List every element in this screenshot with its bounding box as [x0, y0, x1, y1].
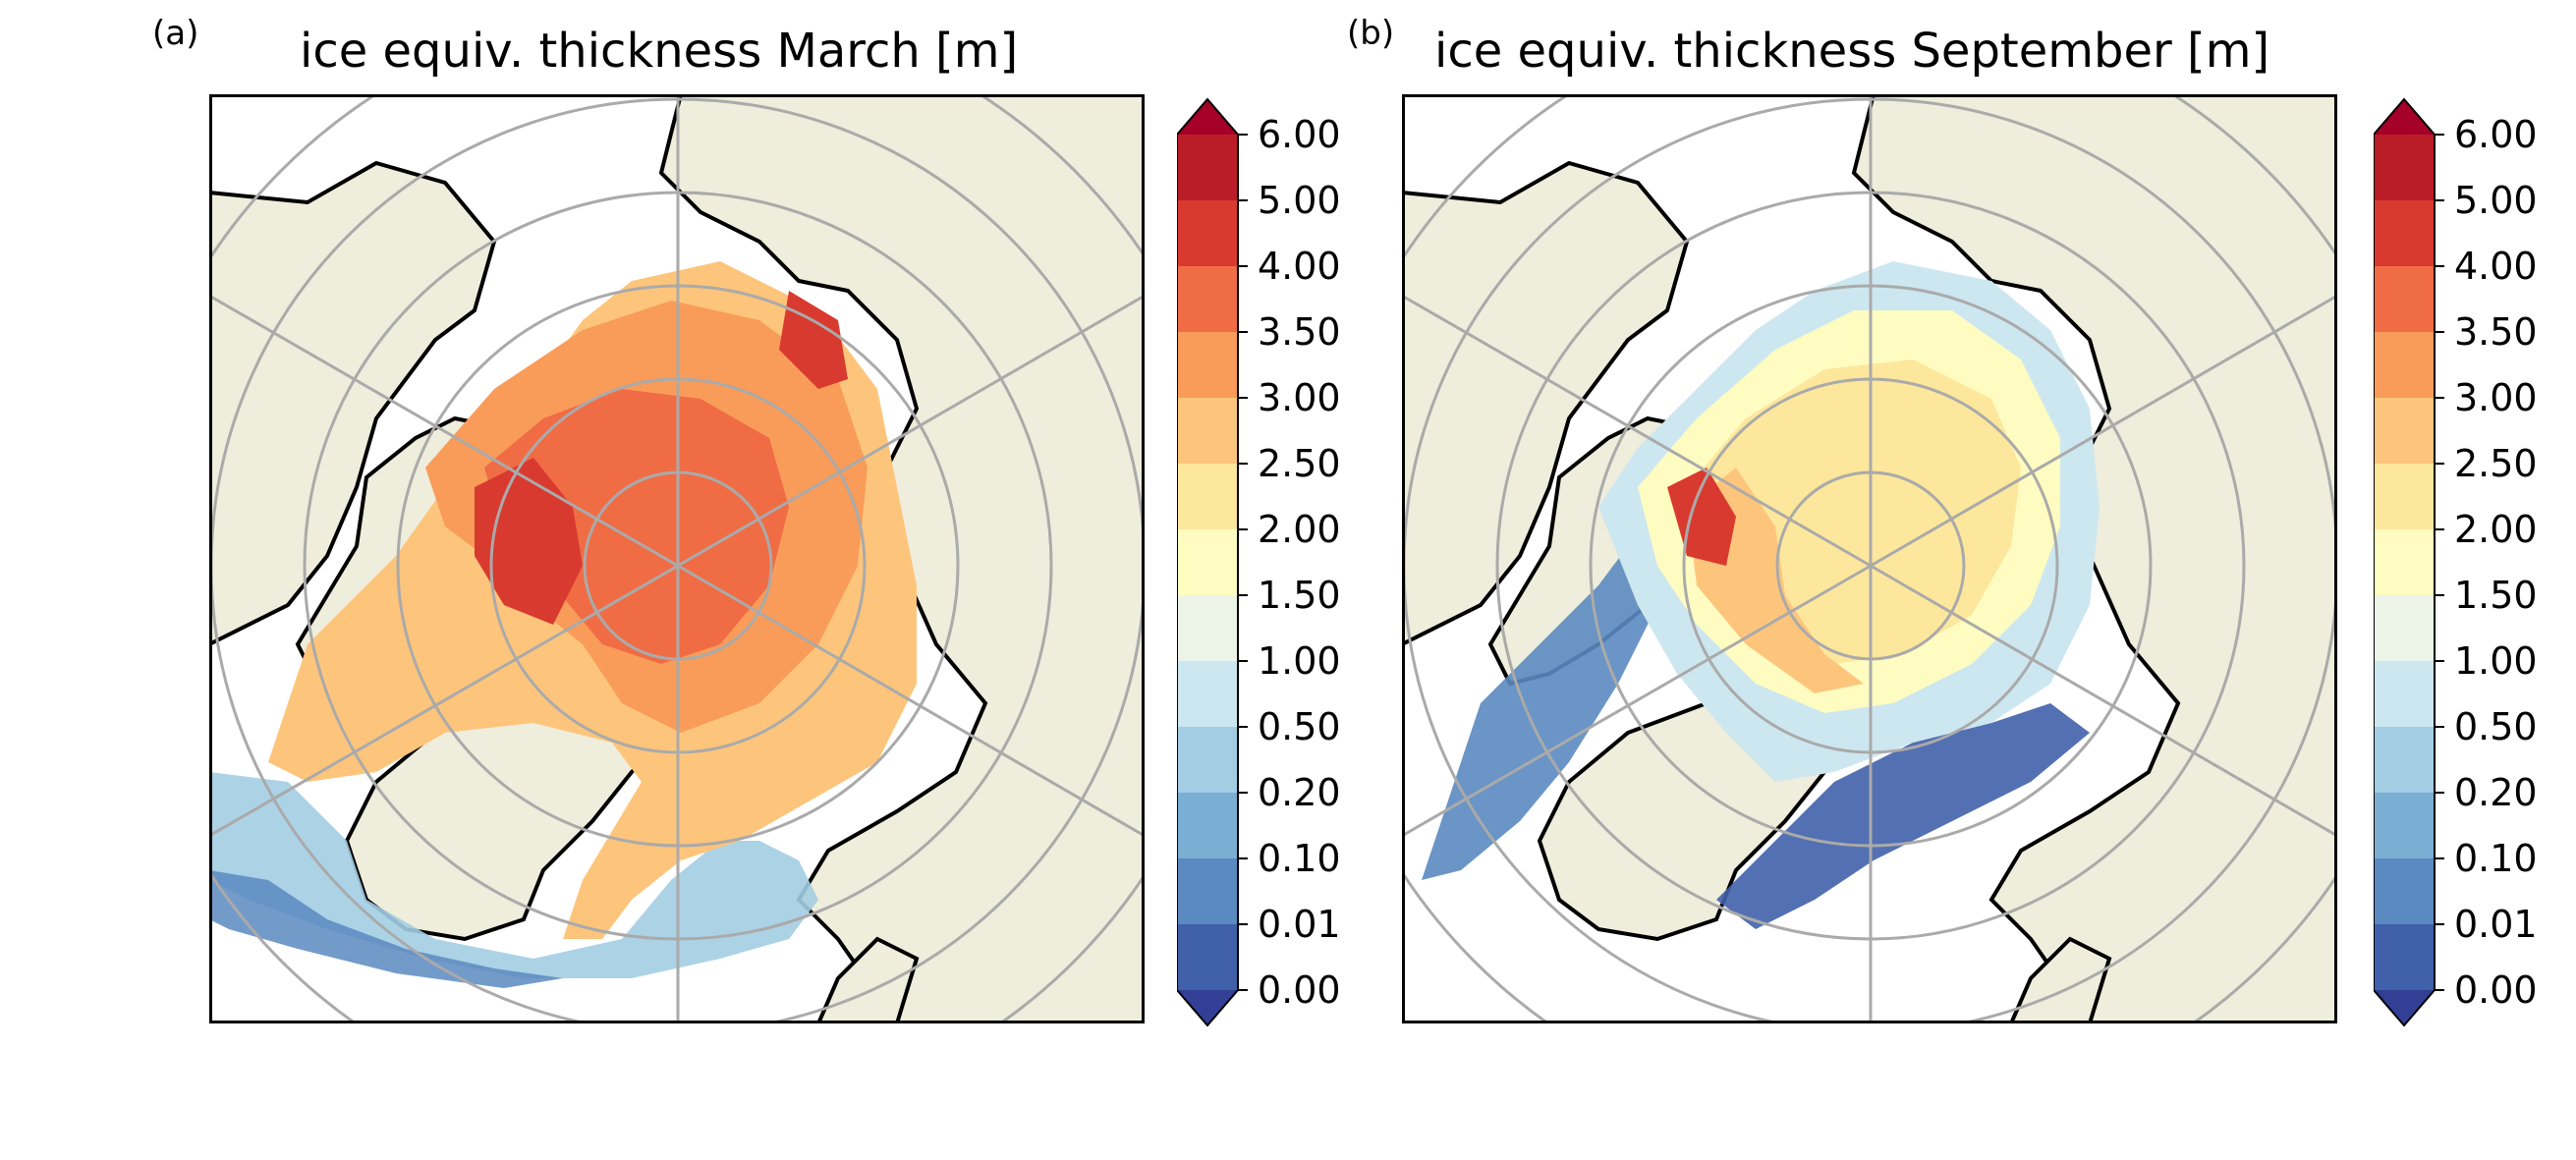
colorbar-tick-label: 1.50	[1258, 574, 1341, 617]
colorbar-swatch	[2374, 529, 2435, 596]
colorbar-tick-label: 3.00	[2454, 376, 2538, 419]
colorbar-swatch	[1177, 529, 1238, 596]
colorbar-swatch	[1177, 135, 1238, 201]
colorbar-tick-label: 2.50	[2454, 442, 2538, 485]
ice-band-thin-2	[209, 870, 563, 988]
colorbar-tick-label: 0.20	[2454, 771, 2538, 814]
colorbar-swatch	[2374, 266, 2435, 333]
colorbar-swatch	[2374, 135, 2435, 201]
colorbar-swatch	[2374, 727, 2435, 794]
ice-band-thin	[209, 772, 818, 978]
land-north-america	[1402, 160, 1690, 647]
colorbar-tick-label: 4.00	[2454, 245, 2538, 288]
colorbar-extend-max	[2374, 99, 2435, 135]
colorbar-tick-label: 0.50	[1258, 705, 1341, 748]
panel-september: (b) ice equiv. thickness September [m]	[1184, 0, 2538, 1160]
colorbar-tick-label: 5.00	[2454, 179, 2538, 222]
panel-letter: (b)	[1347, 14, 1395, 53]
colorbar-swatch	[2374, 200, 2435, 267]
colorbar-swatch	[2374, 464, 2435, 530]
colorbar-swatch	[1177, 464, 1238, 530]
ice-band-thin-2	[1716, 703, 2090, 929]
colorbar-extend-min	[2374, 990, 2435, 1025]
map-svg	[209, 94, 1145, 1023]
panel-letter: (a)	[152, 14, 199, 53]
land-north-america	[209, 160, 497, 647]
colorbar-swatch	[2374, 661, 2435, 728]
colorbar-tick-label: 1.50	[2454, 574, 2538, 617]
colorbar-tick-label: 1.00	[1258, 639, 1341, 683]
colorbar-tick-label: 3.50	[2454, 310, 2538, 354]
colorbar-tick-label: 0.10	[2454, 837, 2538, 880]
colorbar-scale	[1176, 97, 1248, 1027]
colorbar-tick-label: 5.00	[1258, 179, 1341, 222]
colorbar-tick-label: 0.01	[2454, 903, 2538, 946]
colorbar-swatch	[1177, 332, 1238, 399]
sea-ice-thickness-map	[209, 94, 1145, 1023]
ice-core-thickest	[484, 389, 789, 664]
map-title: ice equiv. thickness September [m]	[1434, 24, 2270, 79]
ice-ridge-red	[475, 458, 583, 625]
colorbar-tick-label: 6.00	[2454, 113, 2538, 156]
colorbar-swatch	[2374, 595, 2435, 662]
colorbar-swatch	[1177, 727, 1238, 794]
colorbar-swatch	[2374, 924, 2435, 991]
colorbar-swatch	[1177, 200, 1238, 267]
graticule	[1402, 94, 2337, 1023]
map-title: ice equiv. thickness March [m]	[300, 24, 1019, 79]
colorbar-swatch	[1177, 398, 1238, 465]
colorbar-swatch	[1177, 858, 1238, 925]
colorbar-extend-max	[1177, 99, 1238, 135]
colorbar-scale	[2373, 97, 2444, 1027]
colorbar-swatch	[1177, 595, 1238, 662]
colorbar-tick-label: 2.00	[2454, 508, 2538, 551]
colorbar-tick-label: 0.50	[2454, 705, 2538, 748]
colorbar-tick-label: 0.01	[1258, 903, 1341, 946]
colorbar-swatch	[1177, 661, 1238, 728]
colorbar-swatch	[1177, 793, 1238, 859]
colorbar-tick-label: 4.00	[1258, 245, 1341, 288]
ice-ridge-red-2	[779, 291, 848, 389]
colorbar-swatch	[2374, 332, 2435, 399]
colorbar-tick-label: 1.00	[2454, 639, 2538, 683]
colorbar-swatch	[1177, 266, 1238, 333]
sea-ice-thickness-map	[1402, 94, 2337, 1023]
colorbar-tick-label: 2.00	[1258, 508, 1341, 551]
colorbar-tick-label: 3.50	[1258, 310, 1341, 354]
colorbar-swatch	[1177, 924, 1238, 991]
colorbar-tick-label: 2.50	[1258, 442, 1341, 485]
map-svg	[1402, 94, 2337, 1023]
colorbar-tick-label: 0.20	[1258, 771, 1341, 814]
colorbar-swatch	[2374, 858, 2435, 925]
map-border	[1402, 94, 2337, 1023]
colorbar-tick-label: 6.00	[1258, 113, 1341, 156]
colorbar-swatch	[2374, 398, 2435, 465]
colorbar-extend-min	[1177, 990, 1238, 1025]
graticule	[209, 94, 1145, 1023]
panel-march: (a) ice equiv. thickness March [m]	[0, 0, 1341, 1160]
colorbar: 6.00 5.00 4.00 3.50 3.00 2.50 2.00 1.50 …	[1176, 94, 1432, 1027]
colorbar-tick-label: 3.00	[1258, 376, 1341, 419]
colorbar-tick-label: 0.00	[2454, 968, 2538, 1012]
colorbar-tick-label: 0.10	[1258, 837, 1341, 880]
colorbar-swatch	[2374, 793, 2435, 859]
colorbar-tick-label: 0.00	[1258, 968, 1341, 1012]
colorbar: 6.00 5.00 4.00 3.50 3.00 2.50 2.00 1.50 …	[2373, 94, 2576, 1027]
map-border	[209, 94, 1145, 1023]
